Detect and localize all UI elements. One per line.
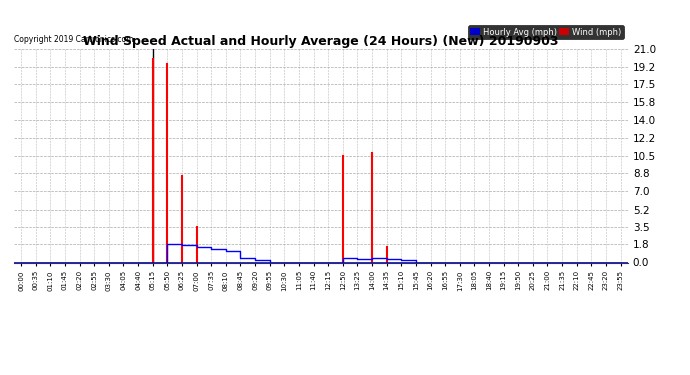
Legend: Hourly Avg (mph), Wind (mph): Hourly Avg (mph), Wind (mph): [468, 25, 624, 39]
Title: Wind Speed Actual and Hourly Average (24 Hours) (New) 20190903: Wind Speed Actual and Hourly Average (24…: [83, 34, 559, 48]
Text: Copyright 2019 Cartronics.com: Copyright 2019 Cartronics.com: [14, 36, 133, 45]
